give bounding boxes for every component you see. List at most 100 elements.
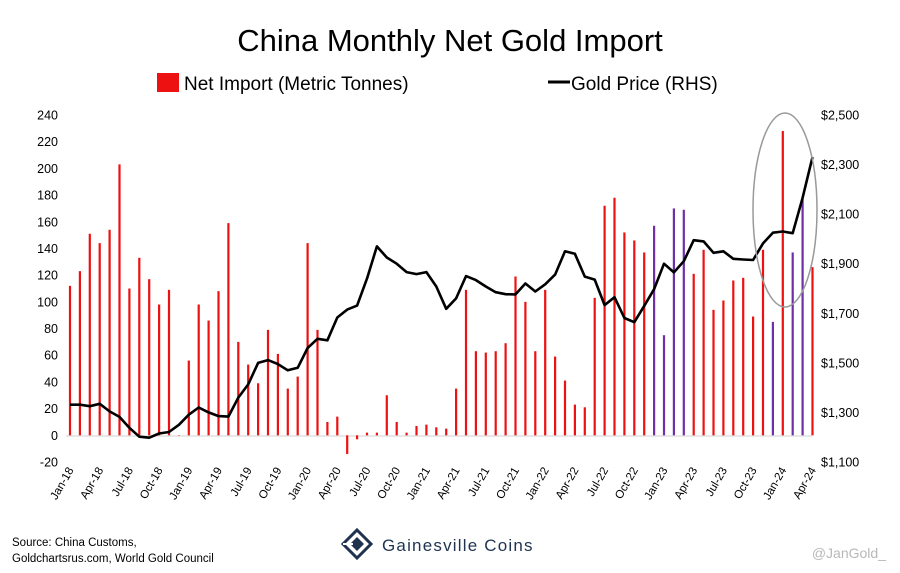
bar-Apr-18 xyxy=(98,243,101,436)
left-tick-label: 240 xyxy=(37,109,58,123)
x-tick-label: Jan-18 xyxy=(49,466,77,502)
bar-Jan-20 xyxy=(306,243,309,436)
bar-Jun-22 xyxy=(593,297,596,436)
left-tick-label: 180 xyxy=(37,189,58,203)
x-tick-label: Jan-23 xyxy=(643,466,671,502)
bar-Apr-24 xyxy=(811,267,814,436)
x-tick-label: Jul-23 xyxy=(704,466,730,499)
x-tick-label: Apr-20 xyxy=(316,466,344,502)
bar-Aug-23 xyxy=(732,280,735,436)
x-tick-label: Oct-21 xyxy=(494,466,522,502)
x-tick-label: Jul-19 xyxy=(229,466,255,499)
legend-bars-swatch xyxy=(157,73,179,92)
bar-Dec-23 xyxy=(771,321,774,436)
gold-price-line xyxy=(70,156,814,439)
bar-Feb-18 xyxy=(78,271,81,436)
bar-Oct-22 xyxy=(633,240,636,436)
bar-Dec-21 xyxy=(534,351,537,436)
bar-Feb-20 xyxy=(316,329,319,436)
bar-Sep-21 xyxy=(504,343,507,436)
x-axis-ticks: Jan-18 Apr-18 Jul-18 Oct-18 Jan-19 Apr-19 Jul-… xyxy=(49,465,820,502)
bar-Mar-23 xyxy=(682,209,685,436)
footer: Source: China Customs, Goldchartsrus.com… xyxy=(12,527,886,565)
left-tick-label: -20 xyxy=(40,456,58,470)
left-tick-label: 100 xyxy=(37,295,58,309)
bar-Jun-18 xyxy=(118,164,121,436)
bar-Jan-22 xyxy=(544,289,547,436)
bar-Nov-18 xyxy=(167,289,171,436)
bar-May-22 xyxy=(583,407,586,436)
bar-Apr-20 xyxy=(336,416,339,436)
right-tick-label: $2,500 xyxy=(821,109,859,123)
bar-Aug-18 xyxy=(138,257,141,436)
x-tick-label: Jan-22 xyxy=(524,466,552,502)
bar-May-19 xyxy=(227,223,230,436)
left-tick-label: 200 xyxy=(37,162,58,176)
bar-Mar-21 xyxy=(445,428,448,436)
bar-Apr-23 xyxy=(692,273,695,436)
bar-Jan-23 xyxy=(662,335,666,436)
bar-Sep-22 xyxy=(623,232,626,436)
bar-Sep-23 xyxy=(742,277,745,436)
bar-Feb-22 xyxy=(554,356,557,436)
source-line-2: Goldchartsrus.com, World Gold Council xyxy=(12,553,214,565)
bar-Feb-23 xyxy=(672,208,675,436)
bar-Apr-21 xyxy=(455,388,458,436)
right-tick-label: $1,500 xyxy=(821,356,859,370)
net-import-bars xyxy=(68,131,814,454)
bar-Nov-22 xyxy=(643,252,646,436)
chart-title: China Monthly Net Gold Import xyxy=(237,23,663,58)
bar-Dec-22 xyxy=(653,225,656,436)
left-tick-label: 220 xyxy=(37,135,58,149)
bar-Mar-24 xyxy=(801,199,804,436)
left-tick-label: 0 xyxy=(51,429,58,443)
x-tick-label: Oct-19 xyxy=(257,466,285,502)
highlight-circle xyxy=(752,112,818,308)
left-axis-ticks: -20 0 20 40 60 80 100 120 140 160 180 200 220 240 xyxy=(37,109,58,470)
x-tick-label: Jul-18 xyxy=(110,466,136,499)
bar-Jul-21 xyxy=(484,352,487,436)
bar-Jul-18 xyxy=(128,288,131,436)
bar-Jun-19 xyxy=(237,341,240,436)
bar-Dec-20 xyxy=(415,425,418,436)
right-tick-label: $2,100 xyxy=(821,208,859,222)
bar-Jul-22 xyxy=(603,205,606,436)
bar-May-21 xyxy=(464,289,468,436)
right-axis-ticks: $1,100 $1,300 $1,500 $1,700 $1,900 $2,100 $2,3… xyxy=(821,109,859,470)
x-tick-label: Oct-23 xyxy=(732,466,760,502)
bar-Jan-24 xyxy=(781,131,784,436)
bar-Jun-23 xyxy=(712,309,715,436)
bar-Aug-19 xyxy=(257,383,260,436)
bar-Jul-19 xyxy=(247,364,250,436)
x-tick-label: Apr-23 xyxy=(673,466,701,502)
bar-May-23 xyxy=(702,249,705,436)
bar-Apr-22 xyxy=(573,404,576,436)
bar-Mar-19 xyxy=(207,320,210,436)
bar-Jul-23 xyxy=(722,300,725,436)
x-tick-label: Jul-20 xyxy=(348,466,374,499)
legend-line-label: Gold Price (RHS) xyxy=(571,74,718,95)
bar-Feb-19 xyxy=(197,304,200,436)
x-tick-label: Jan-21 xyxy=(405,466,433,502)
x-tick-label: Oct-18 xyxy=(138,466,166,502)
bar-Mar-22 xyxy=(563,380,567,436)
right-tick-label: $1,100 xyxy=(821,456,859,470)
right-tick-label: $1,300 xyxy=(821,406,859,420)
bar-Feb-21 xyxy=(435,427,438,436)
x-tick-label: Apr-22 xyxy=(554,466,582,502)
legend: Net Import (Metric Tonnes) Gold Price (R… xyxy=(157,73,718,95)
bar-Nov-19 xyxy=(286,388,289,436)
right-tick-label: $1,700 xyxy=(821,307,859,321)
bar-May-20 xyxy=(346,435,349,454)
x-tick-label: Oct-22 xyxy=(613,466,641,502)
bar-Oct-21 xyxy=(514,276,517,436)
x-tick-label: Jul-21 xyxy=(466,466,492,499)
brand-name: Gainesville Coins xyxy=(382,536,534,555)
bar-Jul-20 xyxy=(365,432,369,436)
bar-Feb-24 xyxy=(791,252,794,436)
bar-Jan-19 xyxy=(187,360,190,436)
bar-Jan-18 xyxy=(68,285,72,436)
x-tick-label: Jul-22 xyxy=(585,466,611,499)
bar-Aug-22 xyxy=(613,197,616,436)
